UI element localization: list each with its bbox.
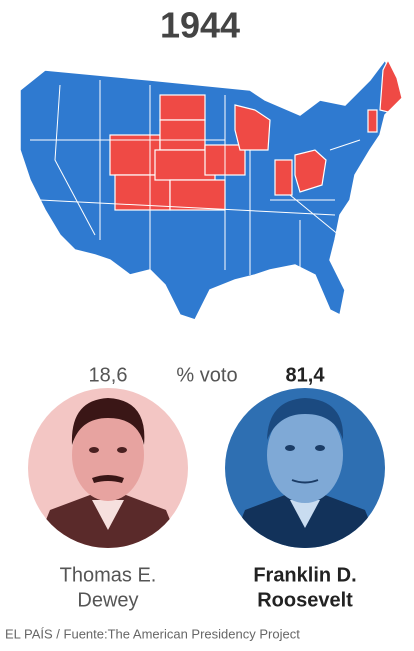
title: 1944	[160, 5, 240, 46]
us-map	[19, 58, 403, 321]
value-label: 18,6	[89, 364, 128, 386]
candidate-name: Franklin D.	[253, 564, 356, 586]
candidate-name: Dewey	[77, 589, 138, 611]
vote-label: % voto	[176, 364, 237, 386]
footer: EL PAÍS / Fuente:The American Presidency…	[5, 626, 300, 641]
candidate-name: Roosevelt	[257, 589, 353, 611]
portrait-roosevelt	[225, 388, 385, 548]
state-borders	[30, 80, 361, 275]
portrait-dewey	[28, 388, 188, 548]
value-label: 81,4	[286, 364, 326, 386]
candidate-name: Thomas E.	[60, 564, 157, 586]
dewey-states	[109, 58, 403, 211]
